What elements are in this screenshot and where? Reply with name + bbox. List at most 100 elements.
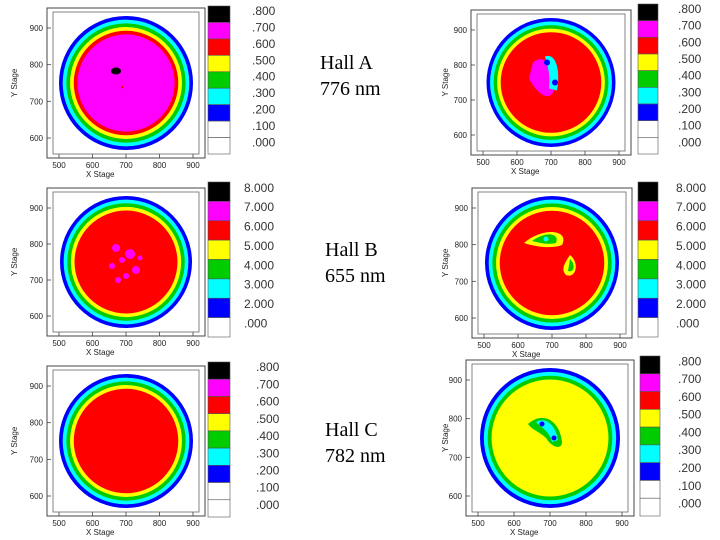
hall-b-value: 655 nm bbox=[325, 265, 386, 287]
x-tick-label: 900 bbox=[186, 339, 200, 348]
colorbar-label: .000 bbox=[678, 497, 702, 511]
colorbar-label: .100 bbox=[678, 479, 702, 493]
y-tick-label: 700 bbox=[30, 276, 44, 285]
x-tick-label: 600 bbox=[511, 341, 525, 350]
x-tick-label: 900 bbox=[186, 519, 200, 528]
colorbar-label: 4.000 bbox=[676, 258, 706, 272]
wafer-map-hall-a-right: 900 800 700 600 500 600 700 800 900 X Stage Y Stag… bbox=[438, 0, 720, 178]
colorbar-label: .700 bbox=[678, 19, 702, 33]
colorbar-segment bbox=[207, 465, 231, 483]
colorbar-segment bbox=[637, 137, 659, 155]
colorbar-label: .600 bbox=[678, 390, 702, 404]
colorbar-label: 2.000 bbox=[676, 297, 706, 311]
colorbar-label: .800 bbox=[252, 4, 276, 18]
mottle-spot bbox=[125, 249, 135, 259]
colorbar-segment bbox=[637, 70, 659, 88]
colorbar-segment bbox=[639, 409, 661, 428]
colorbar-label: .500 bbox=[678, 52, 702, 66]
colorbar-segment bbox=[637, 37, 659, 55]
x-tick-label: 500 bbox=[52, 161, 66, 170]
wafer-map-hall-b-right: 900 800 700 600 500 600 700 800 900 X Stage Y Stag… bbox=[438, 180, 720, 359]
row-label-hall-b: Hall B 655 nm bbox=[325, 237, 386, 289]
colorbar-segment bbox=[207, 120, 231, 138]
colorbar-segment bbox=[207, 104, 231, 122]
mottle-spot bbox=[109, 263, 115, 269]
colorbar-label: .300 bbox=[252, 86, 276, 100]
colorbar-label: .100 bbox=[256, 481, 280, 495]
colorbar-label: .400 bbox=[256, 429, 280, 443]
colorbar-segment bbox=[637, 317, 659, 338]
colorbar-segment bbox=[207, 38, 231, 56]
colorbar-segment bbox=[207, 220, 231, 241]
colorbar-label: .300 bbox=[678, 85, 702, 99]
x-tick-label: 800 bbox=[578, 158, 592, 167]
colorbar-label: .000 bbox=[244, 316, 268, 330]
colorbar-segment bbox=[637, 120, 659, 138]
y-tick-label: 800 bbox=[30, 419, 44, 428]
x-axis-label: X Stage bbox=[86, 170, 115, 179]
colorbar-label: 7.000 bbox=[244, 200, 274, 214]
y-tick-label: 700 bbox=[30, 97, 44, 106]
colorbar-segment bbox=[207, 278, 231, 299]
wafer-map-hall-b-left: 900 800 700 600 500 600 700 800 900 X Stage Y Stag… bbox=[0, 180, 275, 358]
x-tick-label: 700 bbox=[544, 158, 558, 167]
colorbar-label: .200 bbox=[678, 461, 702, 475]
x-tick-label: 500 bbox=[477, 341, 491, 350]
y-tick-label: 800 bbox=[455, 241, 469, 250]
colorbar-label: .800 bbox=[256, 360, 280, 374]
colorbar-label: .000 bbox=[256, 498, 280, 512]
hotspot-dot bbox=[111, 67, 121, 75]
colorbar-segment bbox=[637, 103, 659, 121]
colorbar-segment bbox=[207, 87, 231, 105]
colorbar-label: 8.000 bbox=[676, 181, 706, 195]
colorbar-segment bbox=[207, 259, 231, 280]
colorbar-segment bbox=[637, 87, 659, 105]
colorbar-segment bbox=[207, 5, 231, 23]
wafer-map-svg: 900 800 700 600 500 600 700 800 900 X Stage Y Stag… bbox=[10, 360, 280, 537]
colorbar-segment bbox=[637, 297, 659, 318]
hall-b-name: Hall B bbox=[325, 239, 378, 261]
x-axis-label: X Stage bbox=[510, 528, 539, 537]
hall-a-value: 776 nm bbox=[320, 78, 381, 100]
hall-a-name: Hall A bbox=[320, 52, 373, 74]
y-tick-label: 700 bbox=[455, 277, 469, 286]
colorbar-segment bbox=[207, 396, 231, 414]
colorbar-segment bbox=[207, 361, 231, 380]
mottle-spot bbox=[137, 255, 143, 261]
colorbar-segment bbox=[207, 499, 231, 518]
y-tick-label: 600 bbox=[30, 312, 44, 321]
colorbar-segment bbox=[207, 239, 231, 260]
x-tick-label: 900 bbox=[186, 161, 200, 170]
y-tick-label: 800 bbox=[30, 240, 44, 249]
x-tick-label: 900 bbox=[615, 519, 629, 528]
y-tick-label: 700 bbox=[454, 96, 468, 105]
x-tick-label: 700 bbox=[543, 519, 557, 528]
colorbar-segment bbox=[639, 355, 661, 375]
colorbar-label: 4.000 bbox=[244, 258, 274, 272]
x-tick-label: 500 bbox=[52, 519, 66, 528]
mottle-core bbox=[89, 227, 163, 293]
y-tick-label: 600 bbox=[449, 492, 463, 501]
y-tick-label: 900 bbox=[30, 382, 44, 391]
colorbar-label: .600 bbox=[256, 395, 280, 409]
colorbar-label: .100 bbox=[252, 119, 276, 133]
y-tick-label: 600 bbox=[455, 314, 469, 323]
colorbar-label: 2.000 bbox=[244, 297, 274, 311]
x-tick-label: 700 bbox=[119, 161, 133, 170]
x-axis-label: X Stage bbox=[86, 528, 115, 537]
y-tick-label: 800 bbox=[454, 61, 468, 70]
x-tick-label: 600 bbox=[510, 158, 524, 167]
hotspot-blue-1 bbox=[544, 59, 550, 66]
arc-cyan bbox=[543, 236, 549, 242]
hall-c-name: Hall C bbox=[325, 419, 378, 441]
mottle-spot bbox=[119, 257, 125, 263]
y-tick-label: 600 bbox=[30, 134, 44, 143]
arc-green-2 bbox=[568, 259, 574, 272]
wafer-map-svg: 900 800 700 600 500 600 700 800 900 X Stage Y Stag… bbox=[10, 4, 276, 179]
y-tick-label: 900 bbox=[30, 204, 44, 213]
wafer-map-hall-a-left: 900 800 700 600 500 600 700 800 900 X Stage Y Stag… bbox=[0, 0, 276, 179]
colorbar-segment bbox=[207, 137, 231, 155]
x-tick-label: 800 bbox=[579, 519, 593, 528]
colorbar-segment bbox=[207, 55, 231, 73]
row-label-hall-a: Hall A 776 nm bbox=[320, 50, 381, 102]
